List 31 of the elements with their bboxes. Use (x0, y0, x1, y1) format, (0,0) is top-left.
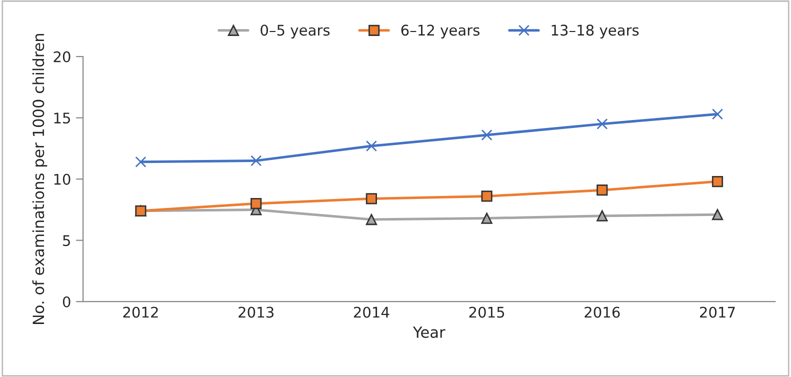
x-tick-label: 2016 (584, 306, 620, 318)
point (596, 184, 608, 196)
y-tick-label: 0 (62, 296, 70, 308)
legend-label: 6–12 years (401, 24, 480, 39)
point (596, 210, 608, 222)
point (481, 190, 492, 202)
y-tick-label: 5 (63, 235, 70, 246)
point (712, 108, 724, 120)
x-tick-label: 2014 (354, 306, 390, 318)
y-tick-label: 15 (54, 112, 70, 124)
point (712, 176, 724, 188)
point (250, 198, 262, 210)
point (366, 214, 377, 226)
x-tick-label: 2013 (238, 306, 274, 318)
point (712, 209, 724, 220)
x-axis-title: Year (412, 326, 446, 338)
legend-label: 13–18 years (552, 24, 639, 39)
point (481, 129, 492, 141)
point (366, 140, 377, 152)
point (481, 212, 492, 224)
y-tick-label: 20 (54, 51, 70, 62)
point (250, 155, 262, 166)
x-tick-label: 2015 (469, 306, 504, 318)
point (596, 118, 608, 130)
x-tick-label: 2017 (700, 306, 735, 318)
y-axis-title: No. of examinations per 1000 children (32, 34, 48, 324)
point (135, 156, 146, 168)
y-tick-label: 10 (54, 174, 70, 185)
x-tick-label: 2012 (123, 306, 158, 318)
point (366, 193, 377, 204)
legend-label: 0–5 years (260, 24, 330, 39)
